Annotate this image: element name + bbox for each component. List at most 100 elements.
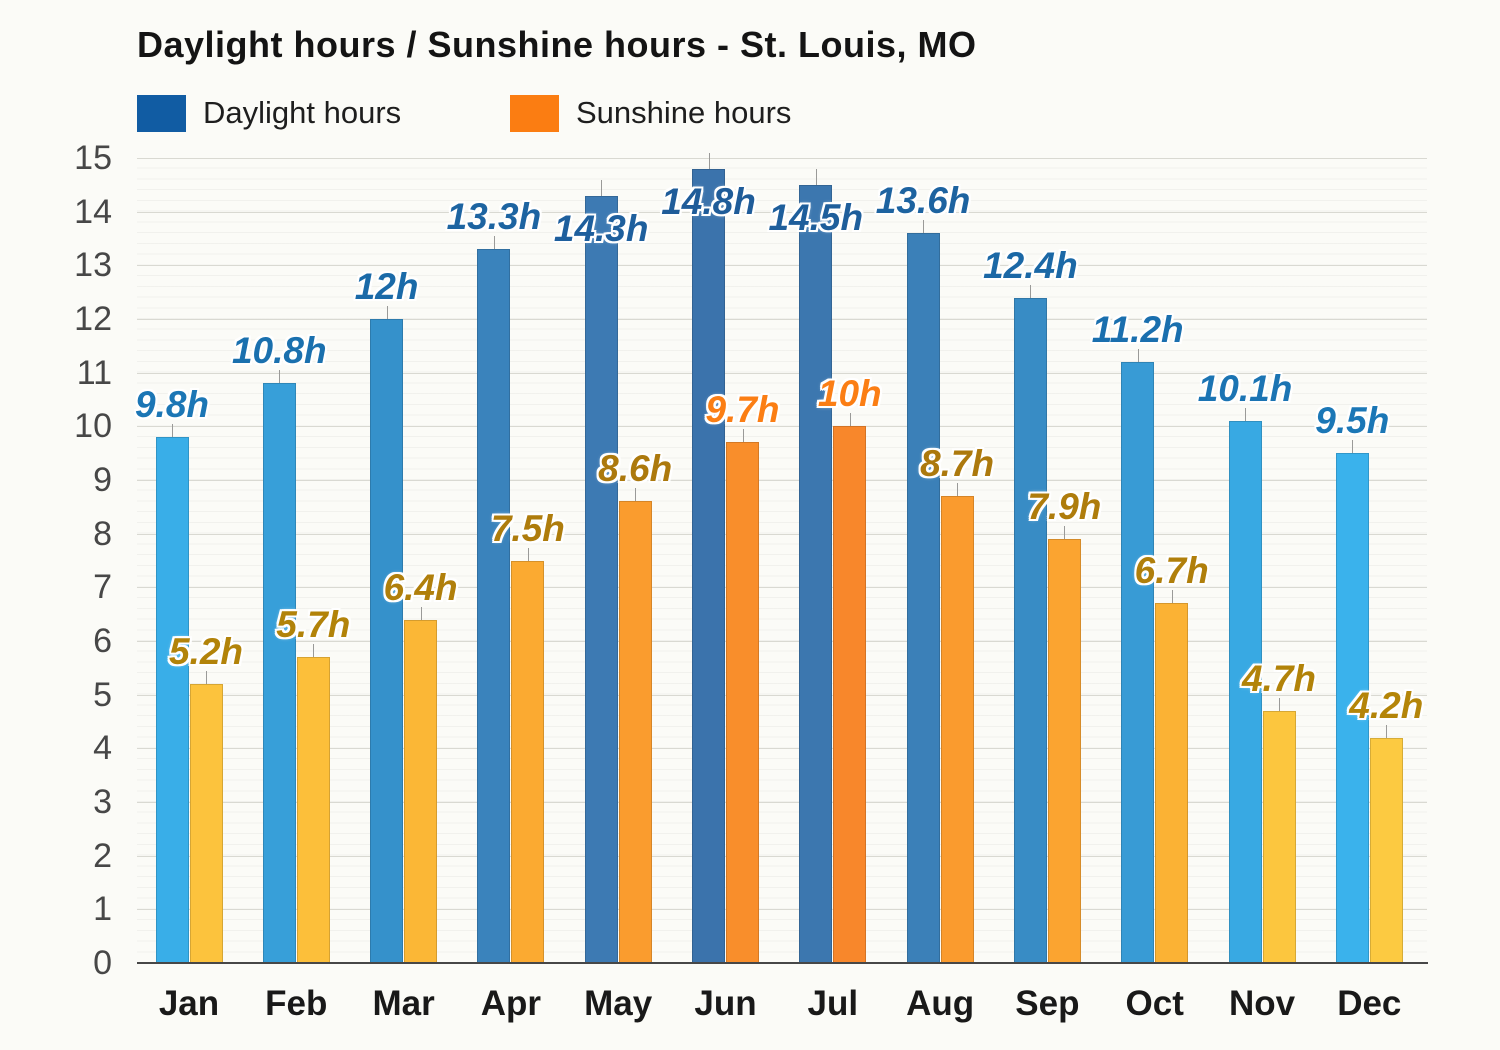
label-leader-daylight-apr xyxy=(493,236,495,250)
value-label-daylight-jul: 14.5h xyxy=(768,196,864,238)
gridline-14 xyxy=(137,211,1427,213)
gridline-3 xyxy=(137,802,1427,803)
y-tick-15: 15 xyxy=(74,139,112,177)
x-tick-may: May xyxy=(584,984,653,1023)
value-label-daylight-feb: 10.8h xyxy=(231,330,327,372)
y-tick-10: 10 xyxy=(74,407,112,446)
bar-daylight-feb xyxy=(262,383,296,963)
value-label-daylight-may: 14.3h xyxy=(553,207,649,249)
y-tick-7: 7 xyxy=(93,568,112,607)
y-tick-12: 12 xyxy=(74,300,112,338)
gridline-1 xyxy=(137,909,1427,911)
label-leader-sunshine-dec xyxy=(1386,724,1388,738)
label-leader-daylight-sep xyxy=(1030,284,1032,298)
y-tick-4: 4 xyxy=(93,729,112,768)
legend-item-sunshine: Sunshine hours xyxy=(510,94,791,132)
value-label-sunshine-may: 8.6h xyxy=(598,448,673,490)
value-label-daylight-jan: 9.8h xyxy=(134,384,210,426)
label-leader-sunshine-jul xyxy=(849,413,851,427)
y-tick-2: 2 xyxy=(93,836,112,875)
bar-sunshine-feb xyxy=(296,657,330,963)
value-label-daylight-oct: 11.2h xyxy=(1091,308,1184,350)
chart-title: Daylight hours / Sunshine hours - St. Lo… xyxy=(137,24,977,65)
label-leader-sunshine-feb xyxy=(313,644,315,658)
gridline-10 xyxy=(137,426,1427,428)
y-tick-6: 6 xyxy=(93,622,112,660)
bar-daylight-sep xyxy=(1013,297,1047,963)
label-leader-daylight-mar xyxy=(386,306,388,319)
x-tick-dec: Dec xyxy=(1337,984,1402,1023)
gridline-6 xyxy=(137,641,1427,642)
value-label-sunshine-jul: 10h xyxy=(817,373,882,415)
value-label-sunshine-oct: 6.7h xyxy=(1134,550,1209,592)
value-label-sunshine-dec: 4.2h xyxy=(1349,684,1424,726)
x-tick-jul: Jul xyxy=(807,984,859,1023)
x-tick-oct: Oct xyxy=(1125,984,1184,1023)
bar-daylight-jan xyxy=(155,437,189,963)
label-leader-sunshine-sep xyxy=(1064,526,1066,540)
gridline-5 xyxy=(137,694,1427,696)
y-tick-11: 11 xyxy=(76,353,112,392)
x-tick-jan: Jan xyxy=(158,984,220,1023)
bar-sunshine-mar xyxy=(404,619,438,963)
label-leader-daylight-jun xyxy=(708,152,710,169)
label-leader-daylight-dec xyxy=(1352,440,1354,454)
value-label-sunshine-jan: 5.2h xyxy=(168,630,244,672)
value-label-daylight-apr: 13.3h xyxy=(446,196,542,238)
x-tick-feb: Feb xyxy=(265,984,328,1023)
y-tick-14: 14 xyxy=(74,192,112,231)
y-tick-8: 8 xyxy=(93,514,112,553)
label-leader-daylight-aug xyxy=(923,220,925,234)
bar-sunshine-aug xyxy=(940,496,974,963)
y-tick-9: 9 xyxy=(93,461,112,499)
legend-item-daylight: Daylight hours xyxy=(137,94,401,132)
x-tick-mar: Mar xyxy=(372,984,435,1023)
x-tick-jun: Jun xyxy=(694,984,757,1023)
gridline-8 xyxy=(137,533,1427,535)
x-tick-sep: Sep xyxy=(1015,984,1080,1023)
label-leader-sunshine-aug xyxy=(957,483,959,497)
gridline-9 xyxy=(137,480,1427,481)
bar-daylight-jun xyxy=(692,168,725,963)
value-label-daylight-aug: 13.6h xyxy=(875,180,971,222)
bar-sunshine-apr xyxy=(511,560,545,963)
bar-sunshine-jan xyxy=(189,683,223,963)
gridline-4 xyxy=(137,748,1427,750)
x-tick-apr: Apr xyxy=(480,984,542,1023)
gridline-15 xyxy=(137,158,1427,159)
x-axis-line xyxy=(137,962,1428,964)
label-leader-sunshine-may xyxy=(635,488,637,502)
value-label-sunshine-nov: 4.7h xyxy=(1241,657,1317,699)
label-leader-sunshine-oct xyxy=(1171,590,1173,604)
bar-sunshine-jun xyxy=(726,442,759,963)
label-leader-daylight-feb xyxy=(279,370,281,384)
label-leader-daylight-jul xyxy=(815,168,817,185)
value-label-daylight-jun: 14.8h xyxy=(661,180,756,222)
bar-daylight-oct xyxy=(1121,361,1155,963)
y-tick-3: 3 xyxy=(93,783,112,821)
label-leader-sunshine-jan xyxy=(206,670,207,684)
label-leader-daylight-jan xyxy=(172,424,173,438)
label-leader-daylight-may xyxy=(601,179,603,196)
label-leader-sunshine-nov xyxy=(1279,697,1280,711)
label-leader-sunshine-jun xyxy=(742,429,744,443)
bar-sunshine-dec xyxy=(1369,737,1403,963)
value-label-sunshine-mar: 6.4h xyxy=(383,566,458,608)
label-leader-sunshine-apr xyxy=(527,547,529,561)
bar-daylight-dec xyxy=(1335,453,1369,963)
value-label-sunshine-jun: 9.7h xyxy=(705,389,780,431)
label-leader-daylight-oct xyxy=(1137,348,1139,362)
value-label-sunshine-aug: 8.7h xyxy=(920,443,995,485)
x-tick-nov: Nov xyxy=(1228,984,1296,1023)
bar-daylight-mar xyxy=(370,319,404,963)
y-tick-0: 0 xyxy=(93,944,112,982)
legend-label-daylight: Daylight hours xyxy=(203,95,402,130)
gridline-7 xyxy=(137,587,1427,589)
label-leader-daylight-nov xyxy=(1245,407,1246,421)
value-label-daylight-dec: 9.5h xyxy=(1315,400,1390,442)
gridline-12 xyxy=(137,319,1427,320)
value-label-sunshine-sep: 7.9h xyxy=(1027,486,1102,528)
gridline-13 xyxy=(137,265,1427,267)
value-label-sunshine-apr: 7.5h xyxy=(490,507,565,549)
value-label-daylight-nov: 10.1h xyxy=(1197,367,1293,409)
